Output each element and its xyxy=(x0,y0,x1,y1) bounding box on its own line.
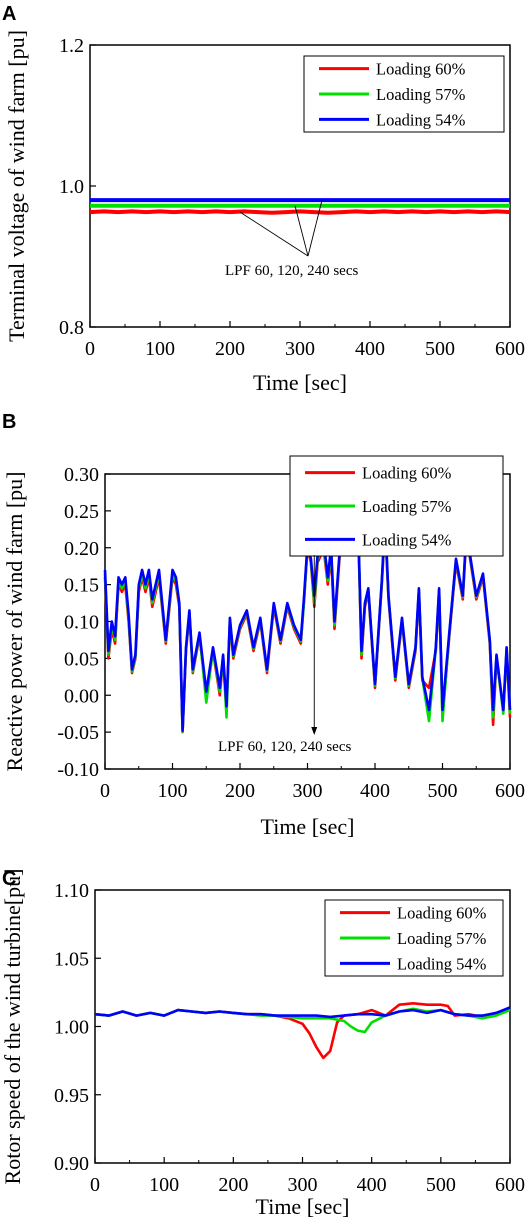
panel-b-legend-label-1: Loading 60% xyxy=(362,464,452,483)
panel-b-annotation-text: LPF 60, 120, 240 secs xyxy=(218,739,352,755)
panel-c-legend-label-3: Loading 54% xyxy=(397,954,487,973)
panel-b-legend-label-2: Loading 57% xyxy=(362,497,452,516)
panel-b-xtick-label: 0 xyxy=(100,780,110,802)
panel-c-ytick-label: 0.90 xyxy=(54,1153,89,1175)
panel-a-ytick-label: 0.8 xyxy=(59,317,84,339)
panel-a-xtick-label: 600 xyxy=(495,338,525,360)
panel-c-xtick-label: 400 xyxy=(357,1174,387,1196)
panel-a-xtick-label: 200 xyxy=(215,338,245,360)
panel-b-annotation-arrowhead xyxy=(311,727,318,735)
panel-c-xtick-label: 200 xyxy=(218,1174,248,1196)
panel-a-annotation-arrow-1 xyxy=(239,211,309,257)
panel-b-ytick-label: -0.10 xyxy=(57,759,99,781)
panel-a-ytick-label: 1.2 xyxy=(59,35,84,57)
panel-c-y-axis-title: Rotor speed of the wind turbine[pu] xyxy=(0,869,25,1185)
panel-a-xtick-label: 0 xyxy=(85,338,95,360)
panel-a-legend-label-1: Loading 60% xyxy=(376,60,466,79)
panel-b-ytick-label: 0.10 xyxy=(64,612,99,634)
panel-b-letter: B xyxy=(2,411,16,433)
panel-a-y-axis-title: Terminal voltage of wind farm [pu] xyxy=(4,30,29,342)
panel-c-ytick-label: 1.05 xyxy=(54,948,89,970)
panel-c-ytick-label: 1.00 xyxy=(54,1017,89,1039)
panel-c-xtick-label: 0 xyxy=(90,1174,100,1196)
panel-a-xtick-label: 400 xyxy=(355,338,385,360)
panel-b-x-axis-title: Time [sec] xyxy=(261,814,355,839)
panel-c-legend-label-2: Loading 57% xyxy=(397,929,487,948)
panel-a-legend-label-2: Loading 57% xyxy=(376,85,466,104)
panel-b-legend-label-3: Loading 54% xyxy=(362,530,452,549)
panel-c-xtick-label: 300 xyxy=(288,1174,318,1196)
panel-c-xtick-label: 500 xyxy=(426,1174,456,1196)
panel-b-xtick-label: 300 xyxy=(293,780,323,802)
panel-b-ytick-label: 0.30 xyxy=(64,464,99,486)
panel-c-xtick-label: 600 xyxy=(495,1174,525,1196)
panel-b-xtick-label: 400 xyxy=(360,780,390,802)
panel-b-xtick-label: 100 xyxy=(158,780,188,802)
panel-a-annotation-arrow-2 xyxy=(294,205,309,257)
panel-c-series-line-3 xyxy=(94,1006,511,1019)
panel-b-xtick-label: 200 xyxy=(225,780,255,802)
panel-a-letter: A xyxy=(2,3,16,25)
panel-a-annotation-text: LPF 60, 120, 240 secs xyxy=(225,263,359,279)
panel-a-xtick-label: 100 xyxy=(145,338,175,360)
panel-b-ytick-label: -0.05 xyxy=(57,722,99,744)
panel-c-ytick-label: 0.95 xyxy=(54,1085,89,1107)
panel-b-ytick-label: 0.00 xyxy=(64,685,99,707)
panel-a-series-line-1 xyxy=(89,209,511,215)
panel-c-xtick-label: 100 xyxy=(149,1174,179,1196)
panel-b-ytick-label: 0.20 xyxy=(64,538,99,560)
panel-a-x-axis-title: Time [sec] xyxy=(253,370,347,395)
panel-c-letter: C xyxy=(2,868,16,890)
panel-c-ytick-label: 1.10 xyxy=(54,880,89,902)
panel-c-legend-label-1: Loading 60% xyxy=(397,904,487,923)
panel-a-legend-label-3: Loading 54% xyxy=(376,110,466,129)
panel-b-ytick-label: 0.15 xyxy=(64,575,99,597)
panel-b-ytick-label: 0.05 xyxy=(64,648,99,670)
panel-b-y-axis-title: Reactive power of wind farm [pu] xyxy=(2,472,27,772)
panel-c-x-axis-title: Time [sec] xyxy=(256,1194,350,1219)
panel-a-ytick-label: 1.0 xyxy=(59,176,84,198)
panel-b-ytick-label: 0.25 xyxy=(64,501,99,523)
panel-b-xtick-label: 600 xyxy=(495,780,525,802)
panel-b-xtick-label: 500 xyxy=(428,780,458,802)
panel-a-annotation-arrow-3 xyxy=(307,199,323,257)
panel-a-xtick-label: 300 xyxy=(285,338,315,360)
panel-a-xtick-label: 500 xyxy=(425,338,455,360)
